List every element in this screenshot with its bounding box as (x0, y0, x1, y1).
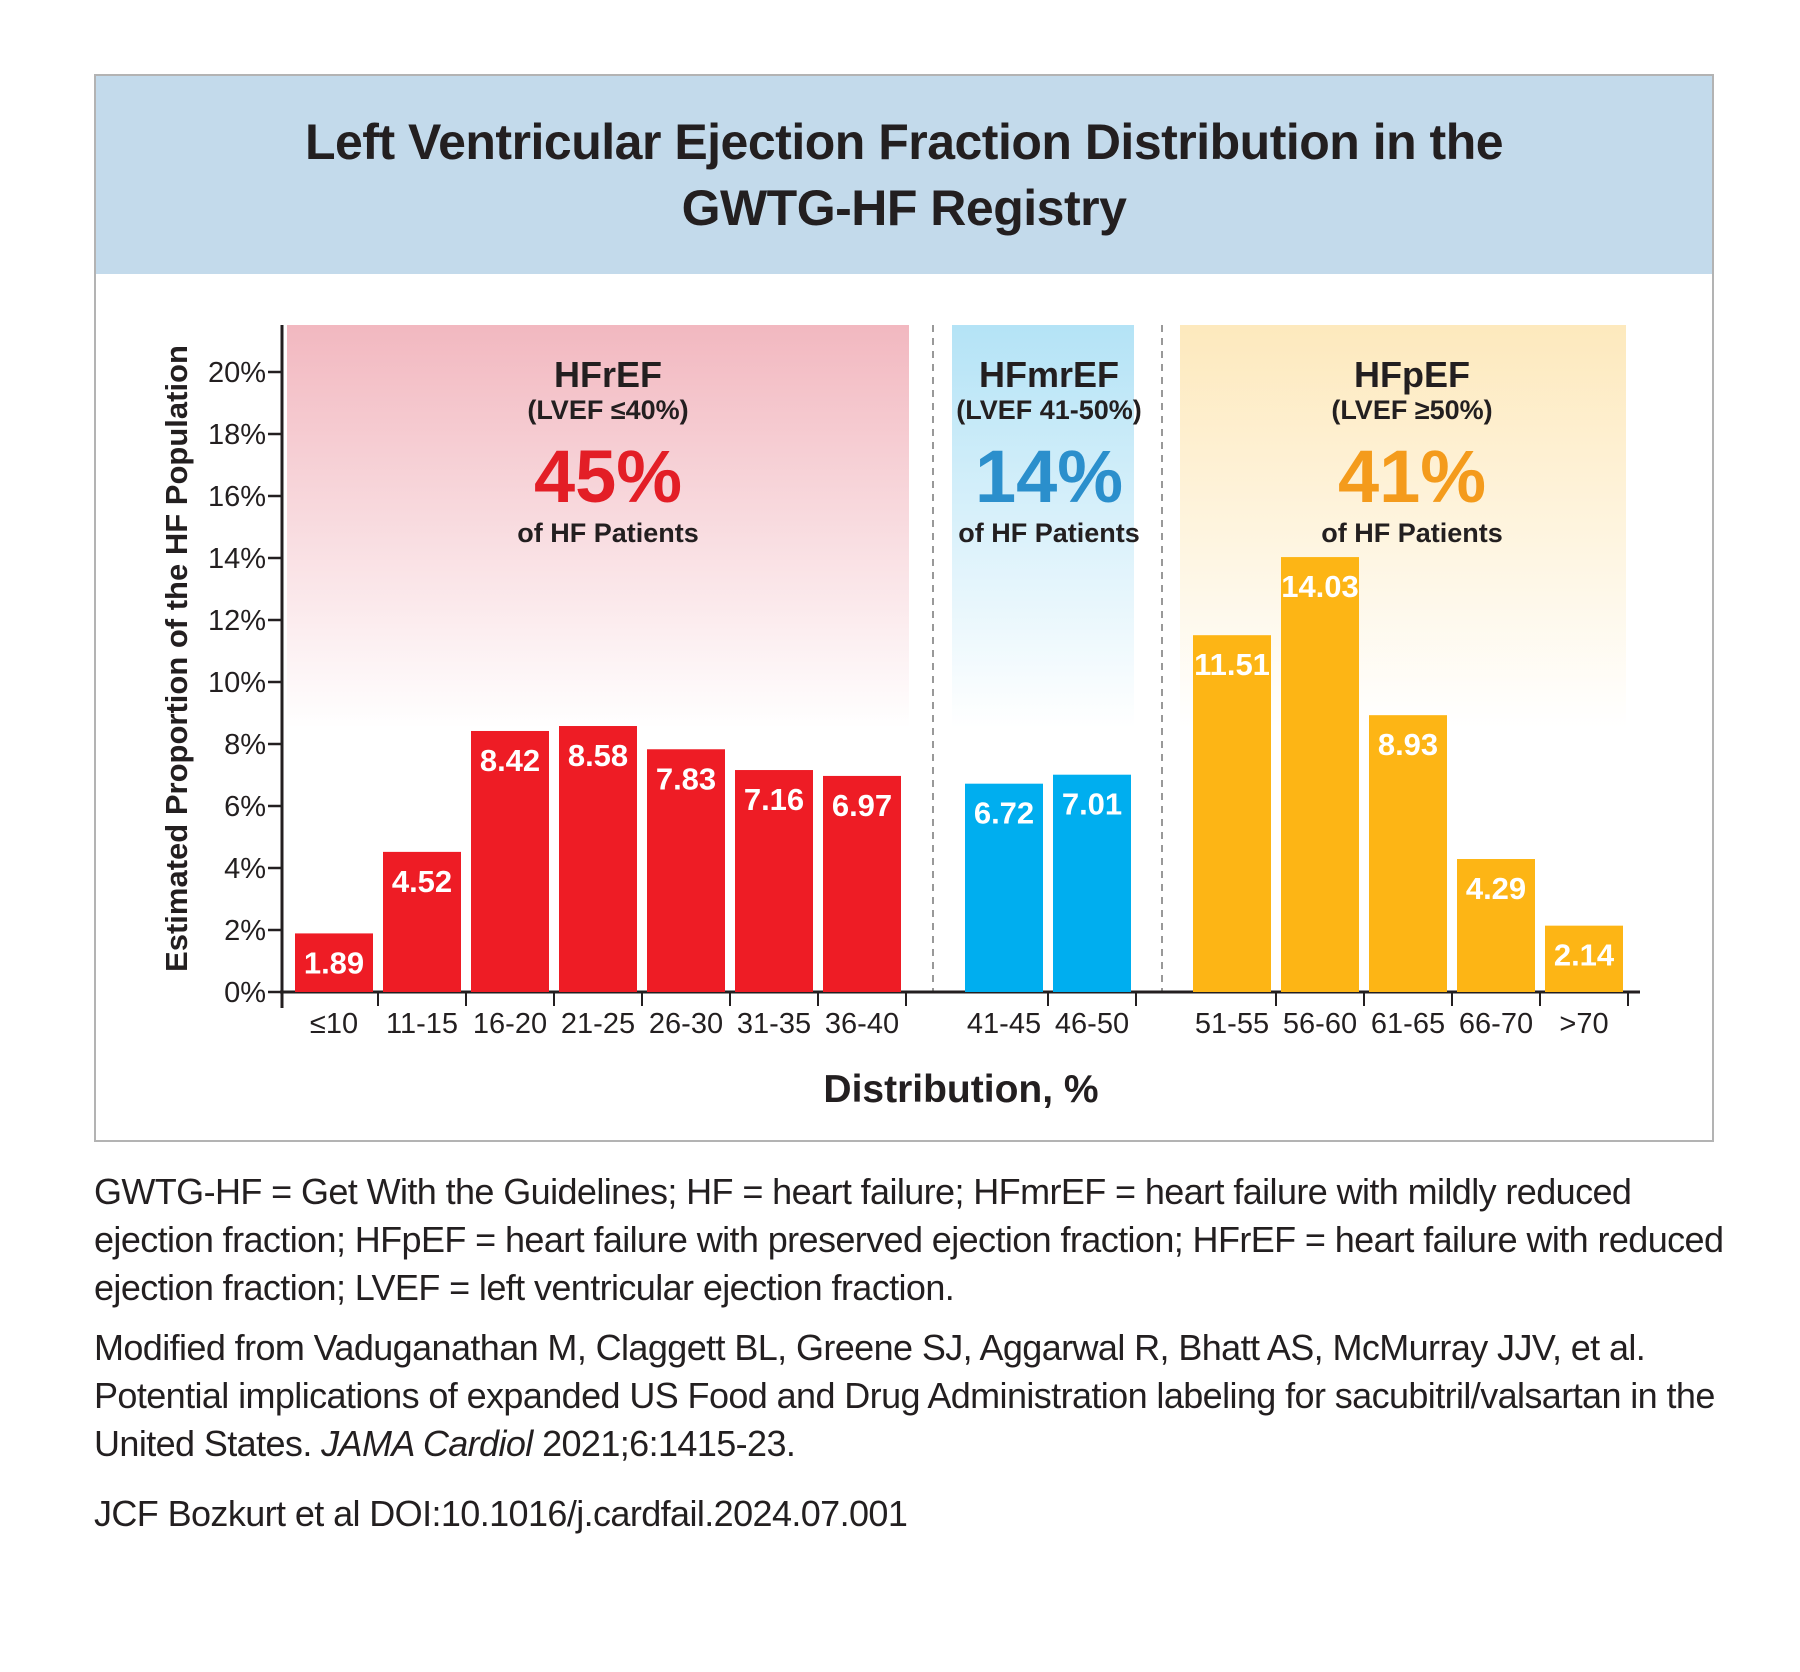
y-tick-label: 4% (224, 853, 266, 885)
x-tick-label: 41-45 (967, 1008, 1041, 1040)
y-tick-label: 20% (208, 357, 266, 389)
y-tick-label: 18% (208, 419, 266, 451)
y-tick-label: 6% (224, 791, 266, 823)
x-tick-label: 16-20 (473, 1008, 547, 1040)
source-journal: JAMA Cardiol (321, 1423, 533, 1464)
y-tick-label: 12% (208, 605, 266, 637)
bar-hfref (647, 749, 725, 992)
group-share-hfpef: 41% (1338, 435, 1486, 518)
bar-hfref (735, 770, 813, 992)
source-text: Modified from Vaduganathan M, Claggett B… (94, 1327, 1715, 1464)
caption: GWTG-HF = Get With the Guidelines; HF = … (94, 1168, 1734, 1550)
y-tick-label: 14% (208, 543, 266, 575)
x-tick-label: 31-35 (737, 1008, 811, 1040)
title-banner: Left Ventricular Ejection Fraction Distr… (96, 76, 1712, 274)
x-tick-label: 51-55 (1195, 1008, 1269, 1040)
group-share-hfmref: 14% (975, 435, 1123, 518)
group-share-label-hfmref: of HF Patients (958, 518, 1140, 548)
y-tick-label: 2% (224, 915, 266, 947)
group-share-label-hfpef: of HF Patients (1321, 518, 1503, 548)
bar-value-label: 6.97 (832, 788, 892, 823)
source-issue: 2021;6:1415-23. (532, 1423, 796, 1464)
bar-hfref (559, 726, 637, 992)
bar-hfpef (1281, 557, 1359, 992)
x-tick-label: 26-30 (649, 1008, 723, 1040)
x-tick-label: 66-70 (1459, 1008, 1533, 1040)
group-band-hfref (287, 325, 909, 729)
bar-value-label: 6.72 (974, 796, 1034, 831)
y-tick-label: 8% (224, 729, 266, 761)
bar-hfpef (1457, 859, 1535, 992)
bar-value-label: 4.29 (1466, 871, 1526, 906)
group-share-hfref: 45% (534, 435, 682, 518)
bar-value-label: 1.89 (304, 945, 364, 980)
x-tick-label: 36-40 (825, 1008, 899, 1040)
x-tick-label: 46-50 (1055, 1008, 1129, 1040)
group-criteria-hfpef: (LVEF ≥50%) (1331, 395, 1492, 425)
x-tick-label: ≤10 (310, 1008, 358, 1040)
x-tick-label: 11-15 (386, 1008, 458, 1040)
bar-value-label: 7.01 (1062, 787, 1122, 822)
bar-hfpef (1193, 635, 1271, 992)
group-name-hfref: HFrEF (554, 354, 662, 395)
x-tick-label: 56-60 (1283, 1008, 1357, 1040)
x-tick-label: 21-25 (561, 1008, 635, 1040)
bar-value-label: 14.03 (1281, 569, 1359, 604)
group-share-label-hfref: of HF Patients (517, 518, 699, 548)
bar-hfref (383, 851, 461, 992)
bar-hfmref (965, 783, 1043, 992)
bar-value-label: 7.83 (656, 761, 716, 796)
group-criteria-hfmref: (LVEF 41-50%) (956, 395, 1142, 425)
x-tick-label: >70 (1559, 1008, 1608, 1040)
x-axis-title: Distribution, % (823, 1068, 1098, 1111)
group-name-hfpef: HFpEF (1354, 354, 1470, 395)
bar-hfmref (1053, 774, 1131, 992)
group-criteria-hfref: (LVEF ≤40%) (527, 395, 688, 425)
group-name-hfmref: HFmrEF (979, 354, 1119, 395)
x-tick-label: 61-65 (1371, 1008, 1445, 1040)
bar-hfpef (1369, 715, 1447, 992)
chart-title: Left Ventricular Ejection Fraction Distr… (304, 114, 1504, 236)
bar-value-label: 8.58 (568, 738, 628, 773)
bar-value-label: 2.14 (1554, 938, 1615, 973)
bar-hfref (823, 775, 901, 992)
source-note: Modified from Vaduganathan M, Claggett B… (94, 1324, 1734, 1468)
bar-hfref (295, 933, 373, 992)
y-axis-title: Estimated Proportion of the HF Populatio… (159, 345, 194, 972)
bar-value-label: 7.16 (744, 782, 804, 817)
y-tick-label: 0% (224, 977, 266, 1009)
bar-value-label: 4.52 (392, 864, 452, 899)
bar-hfref (471, 730, 549, 992)
group-band-hfmref (952, 325, 1134, 729)
abbreviations-note: GWTG-HF = Get With the Guidelines; HF = … (94, 1171, 1724, 1308)
citation: JCF Bozkurt et al DOI:10.1016/j.cardfail… (94, 1493, 908, 1534)
bar-value-label: 11.51 (1194, 647, 1270, 682)
y-tick-label: 10% (208, 667, 266, 699)
bar-value-label: 8.93 (1378, 727, 1438, 762)
bar-hfpef (1545, 925, 1623, 992)
chart-svg: 0% 2% 4% 6% 8% 10% 12% 14% 16% 18% 20% Estimated Pr… (159, 325, 1640, 1111)
y-tick-label: 16% (208, 481, 266, 513)
bar-value-label: 8.42 (480, 743, 540, 778)
